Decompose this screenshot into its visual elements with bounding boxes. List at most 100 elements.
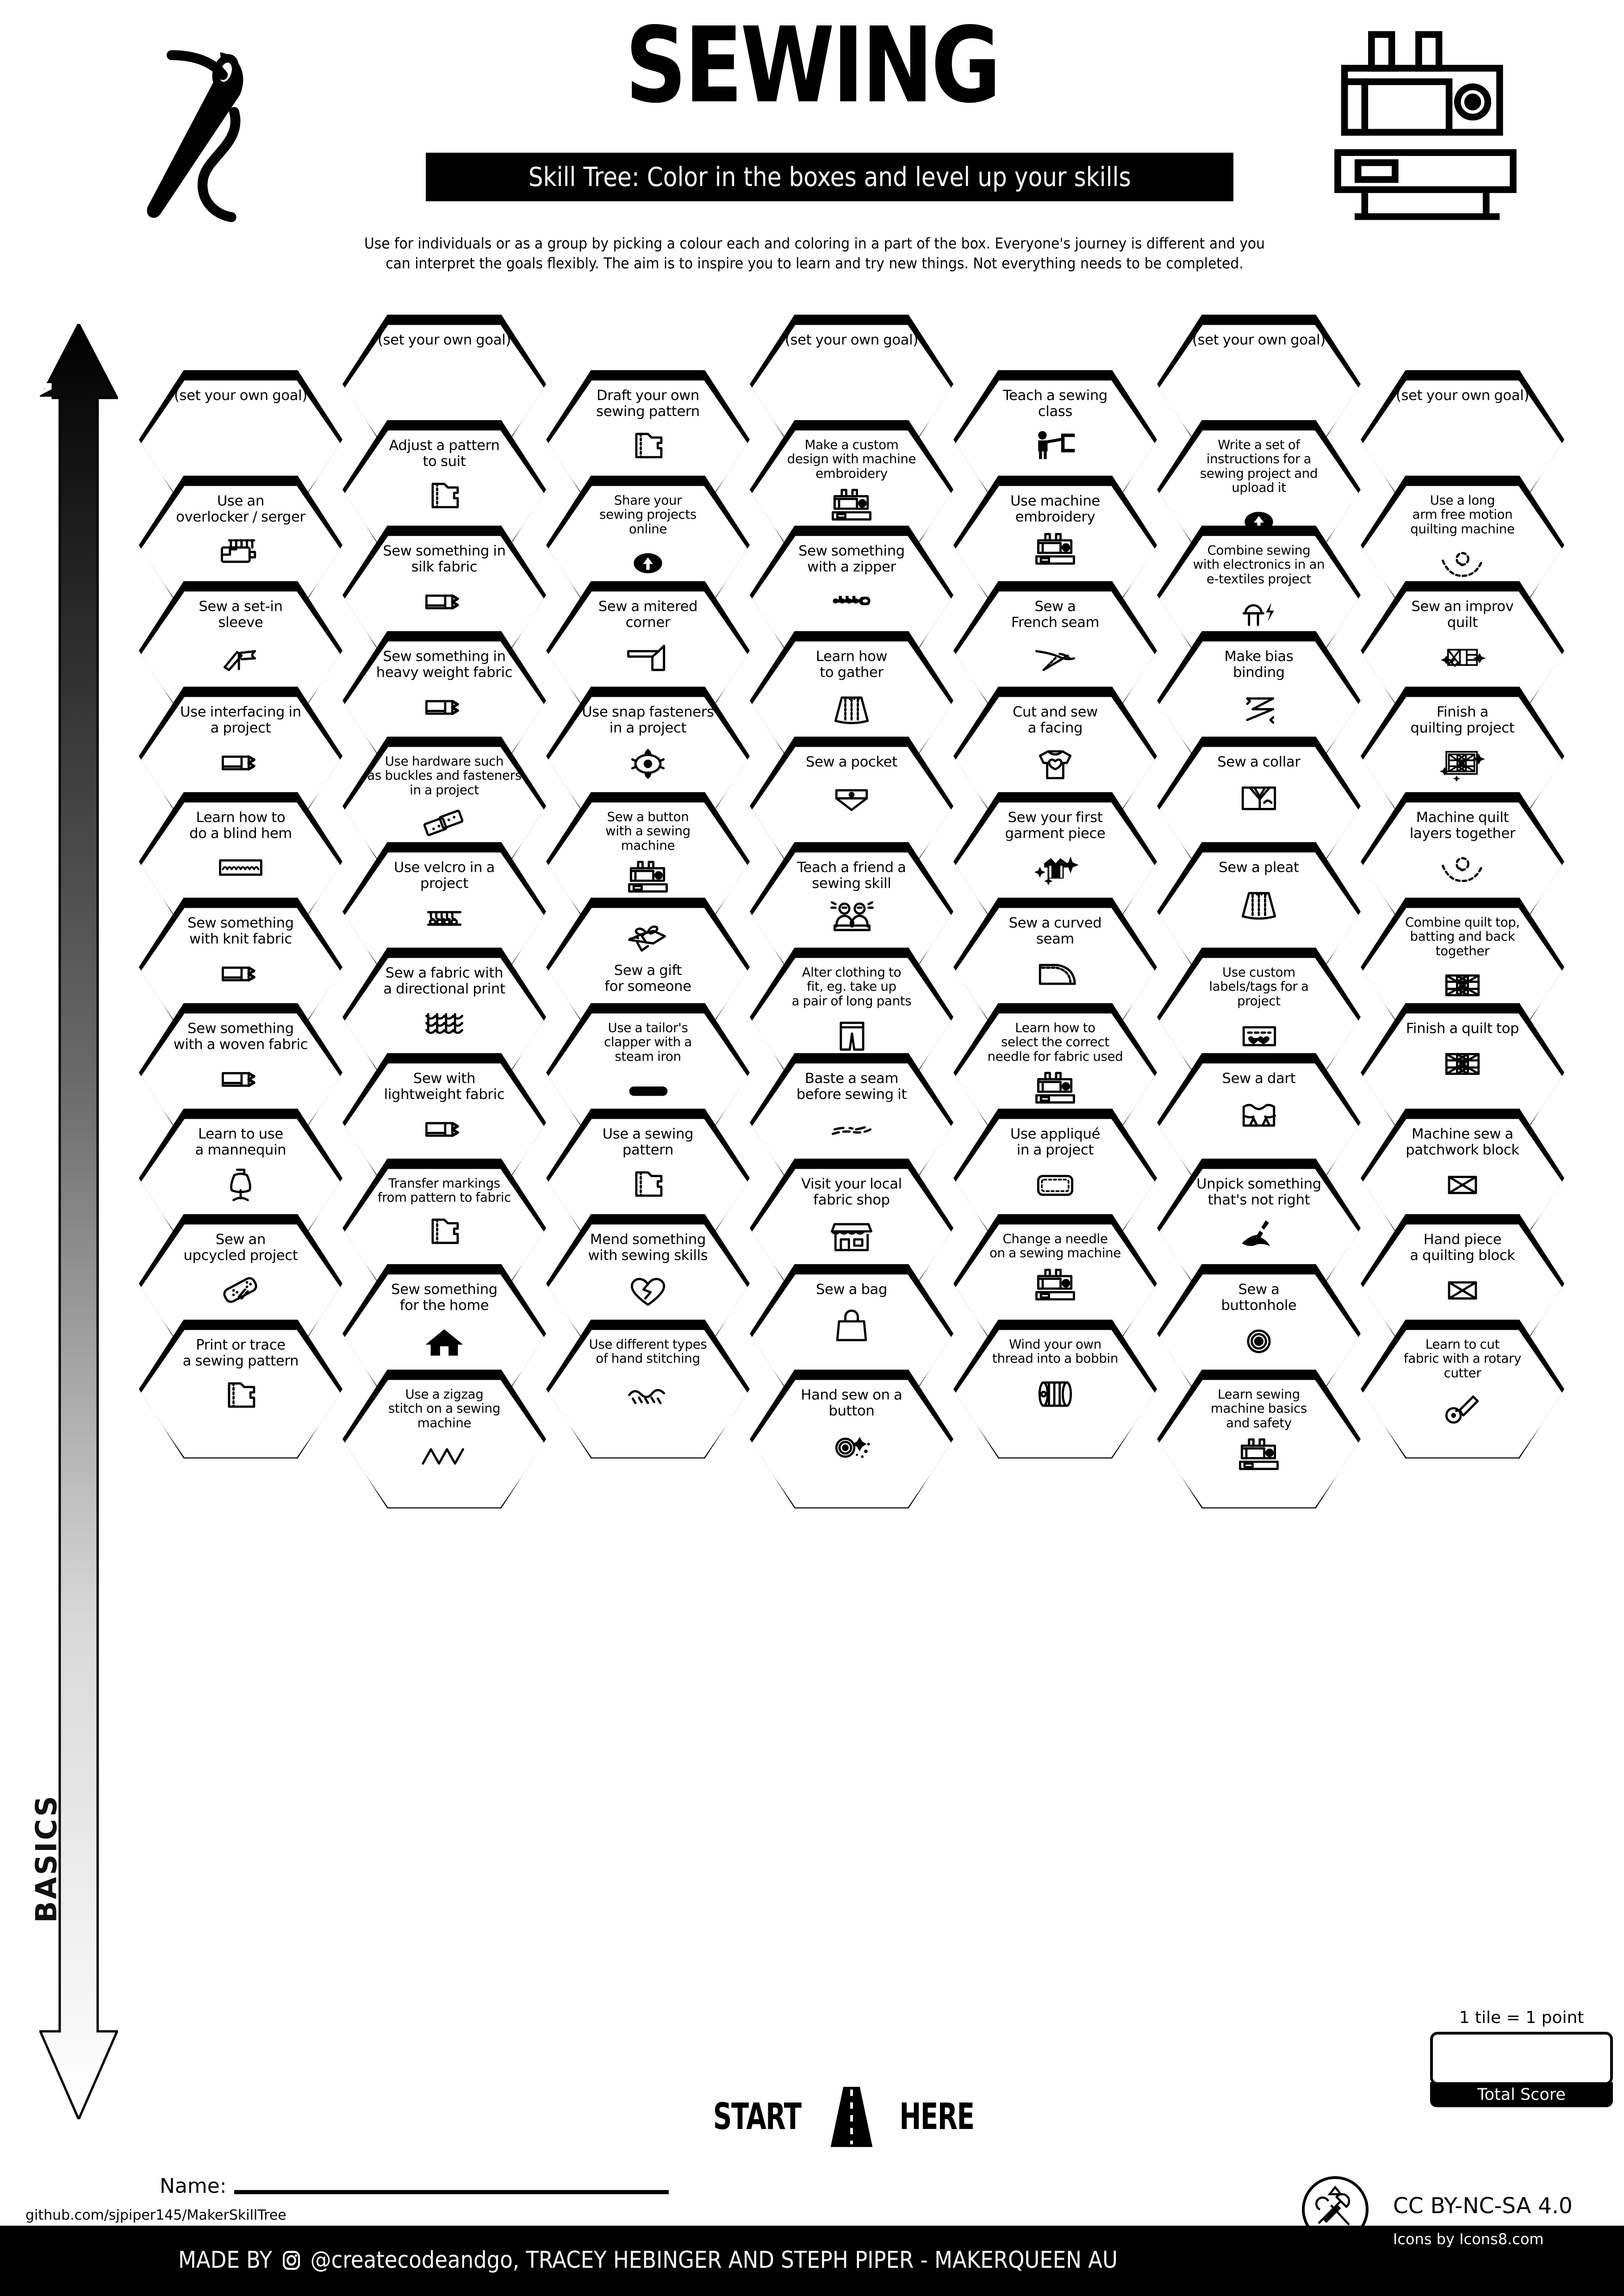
skill-tile-c1-r10[interactable]: Print or trace a sewing pattern: [139, 1320, 342, 1458]
skill-tile-label: Alter clothing to fit, eg. take up a pair …: [791, 964, 912, 1009]
skill-tile-label: (set your own goal): [1396, 387, 1529, 404]
skill-tile-inner: Wind your own thread into a bobbin: [955, 1330, 1156, 1458]
skill-tile-label: Use snap fasteners in a project: [582, 703, 714, 736]
total-score-widget: 1 tile = 1 point Total Score: [1430, 2008, 1613, 2107]
skill-tile-label: Teach a friend a sewing skill: [797, 859, 906, 892]
skill-tile-label: Write a set of instructions for a sewing p…: [1200, 437, 1318, 496]
skill-tile-c1-r6[interactable]: Sew something with knit fabric: [139, 898, 342, 1036]
skill-tile-c3-r1[interactable]: Draft your own sewing pattern: [546, 370, 750, 509]
skill-tile-label: Sew a collar: [1217, 753, 1300, 770]
skirt-icon: [1232, 879, 1286, 923]
pants-icon: [824, 1011, 879, 1055]
skill-tile-c3-r10[interactable]: Use different types of hand stitching: [546, 1320, 750, 1458]
quilt-sparkle-icon: [1435, 739, 1490, 783]
free-motion-icon: [1435, 540, 1490, 583]
here-word: HERE: [899, 2096, 975, 2138]
license-text: CC BY-NC-SA 4.0: [1393, 2193, 1573, 2219]
skill-tile-label: Hand piece a quilting block: [1410, 1231, 1515, 1264]
skill-tile-c7-r3[interactable]: Sew an improv quilt: [1361, 581, 1564, 720]
skill-tile-label: Make bias binding: [1224, 648, 1294, 681]
name-field[interactable]: Name:: [160, 2170, 669, 2198]
skill-tile-label: Combine sewing with electronics in an e-te…: [1193, 542, 1325, 587]
skill-tile-label: Unpick something that's not right: [1196, 1175, 1321, 1208]
collar-icon: [1232, 774, 1286, 818]
skill-tile-c2-r11[interactable]: Use a zigzag stitch on a sewing machine: [342, 1370, 546, 1508]
icons-credit: Icons by Icons8.com: [1393, 2230, 1544, 2248]
skill-tile-c7-r7[interactable]: Finish a quilt top: [1361, 1003, 1564, 1142]
skill-tile-label: Sew something in heavy weight fabric: [376, 648, 513, 681]
skill-tile-label: Sew a mitered corner: [598, 598, 698, 631]
skill-tile-label: Sew something in silk fabric: [383, 542, 506, 575]
skill-tile-label: Change a needle on a sewing machine: [989, 1231, 1121, 1261]
blank-icon: [1435, 407, 1490, 451]
skill-tile-label: Sew a pocket: [806, 753, 897, 770]
upload-icon: [621, 540, 675, 583]
pattern-piece-icon: [621, 423, 675, 467]
skill-tile-label: Sew with lightweight fabric: [384, 1070, 505, 1103]
skill-tile-label: Sew a button with a sewing machine: [605, 809, 691, 853]
skill-tile-inner: Use different types of hand stitching: [548, 1330, 748, 1458]
pocket-icon: [824, 774, 879, 818]
skill-tile-inner: Hand sew on a button: [751, 1380, 952, 1508]
skill-tile-c7-r10[interactable]: Learn to cut fabric with a rotary cutter: [1361, 1320, 1564, 1458]
house-icon: [417, 1317, 472, 1361]
quilt-block-icon: [1435, 1040, 1490, 1084]
skill-tile-inner: Use a zigzag stitch on a sewing machine: [344, 1380, 545, 1508]
basting-stitch-icon: [824, 1106, 879, 1150]
skill-tile-c1-r7[interactable]: Sew something with a woven fabric: [139, 1003, 342, 1142]
sewing-machine-icon: [621, 856, 675, 900]
skill-tile-c6-r11[interactable]: Learn sewing machine basics and safety: [1157, 1370, 1361, 1508]
skill-tile-c7-r2[interactable]: Use a long arm free motion quilting machin…: [1361, 476, 1564, 614]
skill-tile-label: (set your own goal): [785, 331, 918, 348]
skill-tile-label: (set your own goal): [378, 331, 511, 348]
skill-tile-label: Learn to cut fabric with a rotary cutter: [1403, 1336, 1522, 1381]
skill-tile-label: Sew something for the home: [391, 1281, 498, 1314]
name-label: Name:: [160, 2174, 227, 2198]
skill-tile-label: Use hardware such as buckles and fastener…: [367, 753, 522, 798]
skill-tile-c7-r6[interactable]: Combine quilt top, batting and back togeth…: [1361, 898, 1564, 1036]
skill-tile-label: Learn how to select the correct needle for…: [987, 1020, 1123, 1064]
github-url[interactable]: github.com/sjpiper145/MakerSkillTree: [25, 2207, 286, 2223]
shop-icon: [824, 1211, 879, 1255]
skirt-icon: [824, 684, 879, 728]
applique-icon: [1028, 1161, 1083, 1205]
skill-tile-c7-r8[interactable]: Machine sew a patchwork block: [1361, 1109, 1564, 1247]
overlocker-icon: [213, 528, 268, 572]
skill-tile-c3-r7[interactable]: Use a tailor's clapper with a steam iron: [546, 1003, 750, 1142]
clapper-icon: [621, 1067, 675, 1111]
score-input-box[interactable]: [1430, 2032, 1613, 2085]
blank-icon: [213, 407, 268, 451]
skill-tile-label: Wind your own thread into a bobbin: [992, 1336, 1119, 1366]
skill-tile-label: Mend something with sewing skills: [588, 1231, 708, 1264]
skill-tile-label: Transfer markings from pattern to fabric: [377, 1175, 511, 1205]
skill-tile-inner: Print or trace a sewing pattern: [140, 1330, 341, 1458]
skill-tile-label: Use different types of hand stitching: [589, 1336, 707, 1366]
fabric-bolt-icon: [417, 1106, 472, 1150]
skill-tile-c2-r6[interactable]: Use velcro in a project: [342, 842, 546, 981]
instagram-icon: [282, 2249, 301, 2270]
blind-hem-icon: [213, 845, 268, 889]
skill-tile-c4-r3[interactable]: Sew something with a zipper: [750, 526, 953, 664]
skill-tile-c4-r11[interactable]: Hand sew on a button: [750, 1370, 953, 1508]
skill-tile-c2-r9[interactable]: Transfer markings from pattern to fabric: [342, 1159, 546, 1297]
skill-tile-c2-r3[interactable]: Sew something in silk fabric: [342, 526, 546, 664]
skill-tile-label: (set your own goal): [1192, 331, 1325, 348]
skill-tile-label: Machine sew a patchwork block: [1406, 1125, 1519, 1158]
skill-tile-label: Learn to use a mannequin: [195, 1125, 286, 1158]
skill-tile-c5-r4[interactable]: Cut and sew a facing: [953, 687, 1157, 825]
name-input-line[interactable]: [234, 2190, 669, 2194]
pattern-piece-icon: [621, 1161, 675, 1205]
button-sparkle-icon: [824, 1422, 879, 1466]
skill-tile-inner: Learn sewing machine basics and safety: [1158, 1380, 1359, 1508]
skill-tile-c3-r6[interactable]: Sew a gift for someone: [546, 898, 750, 1036]
sewing-machine-icon: [1028, 1067, 1083, 1111]
pattern-piece-icon: [213, 1372, 268, 1416]
skill-tile-c5-r10[interactable]: Wind your own thread into a bobbin: [953, 1320, 1157, 1458]
skill-tile-label: Use interfacing in a project: [180, 703, 301, 736]
skill-tile-c1-r5[interactable]: Learn how to do a blind hem: [139, 792, 342, 931]
skill-tile-c6-r3[interactable]: Combine sewing with electronics in an e-te…: [1157, 526, 1361, 664]
difficulty-axis-arrow: [38, 321, 119, 2122]
start-word: START: [713, 2096, 802, 2138]
skill-tile-label: Hand sew on a button: [801, 1386, 902, 1419]
